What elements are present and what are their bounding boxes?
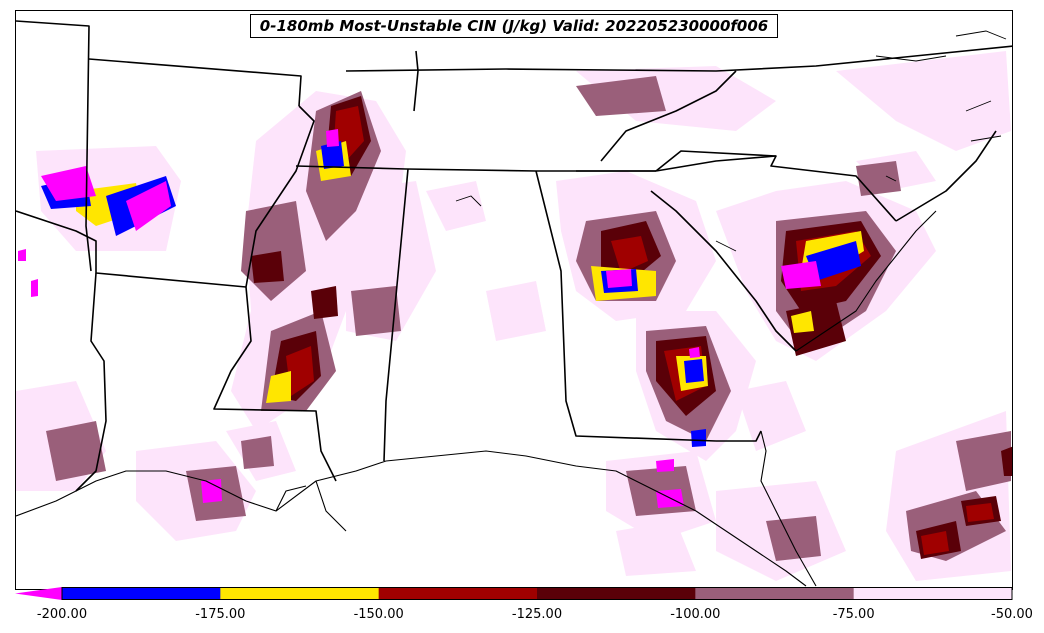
colorbar-tick-label: -50.00 [991,607,1033,622]
colorbar-segment [62,587,221,600]
cin-map [16,20,1012,587]
colorbar-segments [62,587,1013,600]
colorbar [15,587,1013,600]
rivers-lakes [455,30,1007,252]
cin-shading-light [16,51,1011,581]
coastline [16,210,937,587]
colorbar-tick-label: -175.00 [195,607,246,622]
colorbar-outline [61,587,1013,600]
colorbar-tick-label: -200.00 [36,607,88,622]
colorbar-segment [853,587,1013,600]
colorbar-tick-label: -100.00 [670,607,721,622]
colorbar-tick-label: -125.00 [511,607,563,622]
colorbar-under-triangle [15,587,62,600]
map-panel [15,10,1013,590]
colorbar-tick-label: -75.00 [832,607,875,622]
colorbar-segment [537,587,696,600]
colorbar-segment [378,587,538,600]
colorbar-segment [220,587,380,600]
map-title: 0-180mb Most-Unstable CIN (J/kg) Valid: … [250,14,778,38]
state-boundaries [16,20,1012,492]
colorbar-tick-label: -150.00 [353,607,404,622]
colorbar-segment [695,587,855,600]
